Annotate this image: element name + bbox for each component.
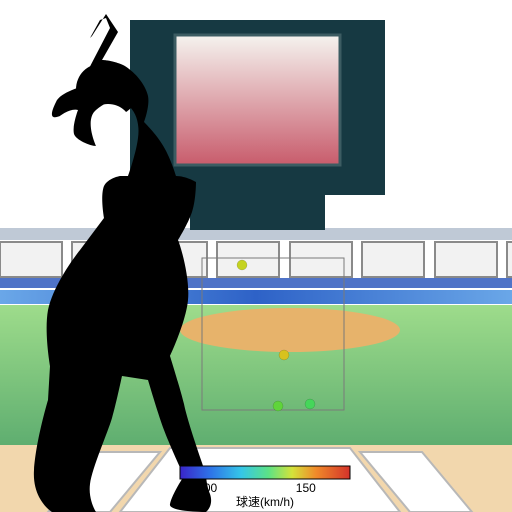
legend-tick: 150 [296, 481, 316, 495]
scoreboard-screen [175, 35, 340, 165]
pitch-chart: 100 150球速(km/h) [0, 0, 512, 512]
seat-block [290, 242, 352, 277]
pitch-marker [279, 350, 289, 360]
scene-svg: 100 150球速(km/h) [0, 0, 512, 512]
seat-block [362, 242, 424, 277]
pitch-marker [305, 399, 315, 409]
scoreboard-base [190, 195, 325, 230]
seat-block [217, 242, 279, 277]
seat-block [507, 242, 512, 277]
legend-tick: 100 [197, 481, 217, 495]
legend-bar [180, 466, 350, 479]
legend-title: 球速(km/h) [236, 495, 294, 509]
infield-dirt-far [180, 308, 400, 352]
pitch-marker [237, 260, 247, 270]
seat-block [0, 242, 62, 277]
seat-block [435, 242, 497, 277]
pitch-marker [273, 401, 283, 411]
